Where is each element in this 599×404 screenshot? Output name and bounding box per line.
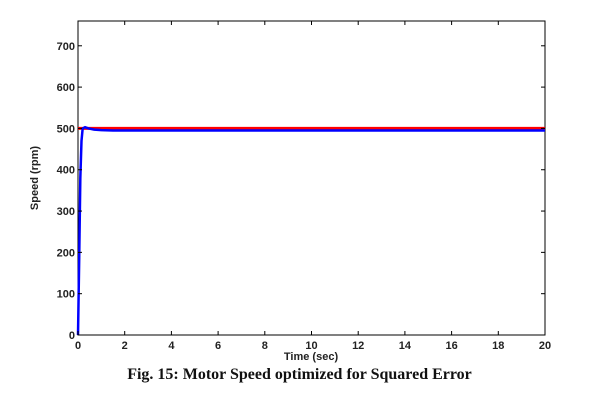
series-line-blue	[76, 125, 545, 336]
y-tick-label: 500	[57, 123, 75, 135]
y-tick-label: 600	[57, 82, 75, 94]
series-layer	[76, 125, 545, 336]
x-axis-title: Time (sec)	[284, 351, 339, 363]
x-tick-label: 14	[399, 340, 412, 352]
x-tick-label: 10	[305, 340, 317, 352]
x-tick-label: 0	[75, 340, 81, 352]
x-axis-ticks: 0 2 4 6 8 10 12 14 16 18 20	[75, 21, 551, 352]
y-axis-title: Speed (rpm)	[29, 146, 41, 211]
y-tick-label: 100	[57, 289, 75, 301]
y-tick-label: 300	[57, 206, 75, 218]
x-tick-label: 6	[215, 340, 221, 352]
y-axis-ticks: 0 100 200 300 400 500 600 700	[57, 41, 545, 342]
x-tick-label: 20	[539, 340, 551, 352]
y-tick-label: 0	[69, 330, 75, 342]
x-tick-label: 2	[122, 340, 128, 352]
x-tick-label: 16	[445, 340, 457, 352]
figure-caption: Fig. 15: Motor Speed optimized for Squar…	[127, 366, 472, 383]
x-tick-label: 18	[492, 340, 504, 352]
y-tick-label: 200	[57, 247, 75, 259]
x-tick-label: 4	[168, 340, 175, 352]
x-tick-label: 8	[262, 340, 268, 352]
plot-area-frame	[77, 20, 546, 336]
y-tick-label: 400	[57, 165, 75, 177]
x-tick-label: 12	[352, 340, 364, 352]
y-tick-label: 700	[57, 41, 75, 53]
